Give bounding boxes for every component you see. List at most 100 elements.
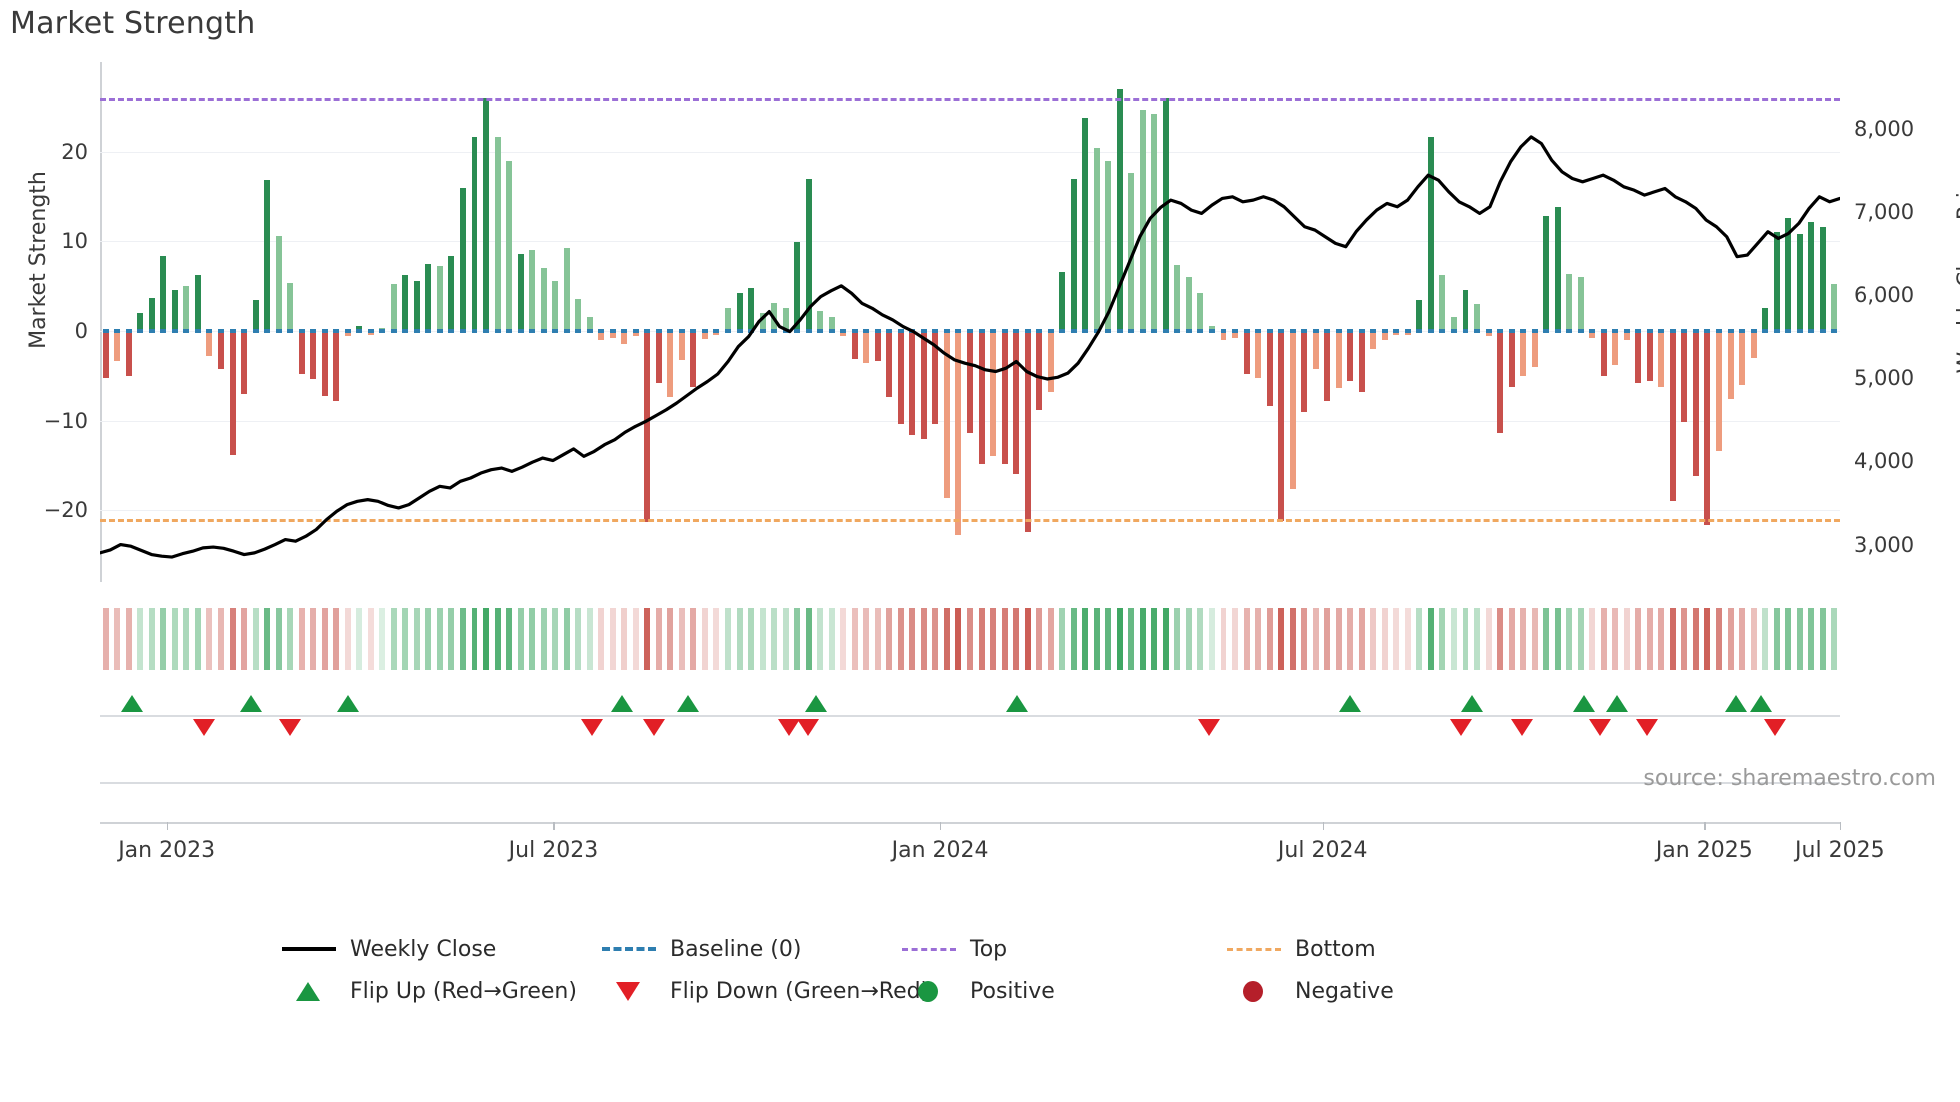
heatmap-cell bbox=[1681, 608, 1688, 670]
strength-bar bbox=[321, 330, 328, 396]
heatmap-cell bbox=[1162, 608, 1169, 670]
strength-bar bbox=[1197, 293, 1204, 331]
legend-item[interactable]: Positive bbox=[900, 970, 1055, 1012]
strength-bar bbox=[967, 330, 973, 434]
heatmap-cell bbox=[736, 608, 743, 670]
strength-bar bbox=[690, 330, 697, 387]
strength-bar bbox=[748, 287, 755, 331]
legend-item[interactable]: Flip Down (Green→Red) bbox=[600, 970, 929, 1012]
baseline-segment bbox=[367, 328, 374, 333]
baseline-segment bbox=[1497, 328, 1504, 333]
heatmap-cell bbox=[1301, 608, 1308, 670]
baseline-segment bbox=[1716, 328, 1722, 333]
heatmap-cell bbox=[1785, 608, 1792, 670]
heatmap-cell bbox=[932, 608, 939, 670]
right-axis-tick-label: 7,000 bbox=[1854, 199, 1915, 224]
baseline-segment bbox=[586, 328, 593, 333]
right-axis-tick-label: 3,000 bbox=[1854, 532, 1915, 557]
baseline-segment bbox=[1197, 328, 1204, 333]
baseline-segment bbox=[1036, 328, 1043, 333]
legend-item[interactable]: Flip Up (Red→Green) bbox=[280, 970, 577, 1012]
strength-bar bbox=[932, 330, 939, 425]
strength-bar bbox=[701, 330, 708, 340]
legend-item[interactable]: Bottom bbox=[1225, 928, 1376, 970]
baseline-segment bbox=[1162, 328, 1169, 333]
heatmap-cell bbox=[1669, 608, 1676, 670]
gridline bbox=[100, 241, 1840, 243]
heatmap-cell bbox=[667, 608, 674, 670]
reference-line-top bbox=[100, 97, 1840, 101]
baseline-segment bbox=[897, 328, 904, 333]
heatmap-cell bbox=[598, 608, 605, 670]
baseline-segment bbox=[1105, 328, 1112, 333]
baseline-segment bbox=[874, 328, 881, 333]
heatmap-cell bbox=[506, 608, 513, 670]
gridline bbox=[100, 510, 1840, 512]
heatmap-cell bbox=[125, 608, 132, 670]
heatmap-cell bbox=[1047, 608, 1054, 670]
heatmap-cell bbox=[771, 608, 778, 670]
x-axis-tick-label: Jul 2025 bbox=[1795, 838, 1885, 863]
baseline-segment bbox=[1450, 328, 1457, 333]
heatmap-cell bbox=[817, 608, 824, 670]
flip-down-marker-icon bbox=[1763, 719, 1786, 736]
heatmap-cell bbox=[1485, 608, 1492, 670]
legend-item[interactable]: Negative bbox=[1225, 970, 1394, 1012]
baseline-segment bbox=[1082, 328, 1089, 333]
heatmap-cell bbox=[1381, 608, 1388, 670]
flip-up-marker-icon bbox=[1573, 695, 1596, 712]
baseline-segment bbox=[771, 328, 778, 333]
baseline-segment bbox=[1704, 328, 1711, 333]
heatmap-cell bbox=[1577, 608, 1584, 670]
heatmap-cell bbox=[1208, 608, 1215, 670]
heatmap-cell bbox=[1427, 608, 1434, 670]
baseline-segment bbox=[943, 328, 950, 333]
page-title: Market Strength bbox=[10, 6, 256, 41]
right-axis-tick-label: 8,000 bbox=[1854, 116, 1915, 141]
main-plot-area: 20 10 0 −10 −20 8,000 7,000 6,000 5,000 4,000 3,0… bbox=[44, 62, 1914, 582]
dotted-line-key-glyph bbox=[1227, 948, 1281, 951]
baseline-segment bbox=[1266, 328, 1273, 333]
x-axis-tick-label: Jan 2024 bbox=[891, 838, 989, 863]
strength-bar bbox=[609, 330, 616, 339]
strength-bar bbox=[1266, 330, 1273, 407]
baseline-segment bbox=[1589, 328, 1596, 333]
baseline-segment bbox=[678, 328, 685, 333]
strength-bar bbox=[448, 255, 455, 331]
heatmap-cell bbox=[448, 608, 455, 670]
baseline-segment bbox=[1278, 328, 1285, 333]
strength-bar bbox=[1185, 277, 1192, 331]
baseline-segment bbox=[1669, 328, 1676, 333]
strength-bar bbox=[1220, 330, 1227, 340]
legend-item-label: Positive bbox=[970, 978, 1055, 1004]
baseline-segment bbox=[241, 328, 248, 333]
strength-bar bbox=[310, 330, 317, 380]
strength-bar bbox=[1105, 160, 1112, 331]
heatmap-cell bbox=[1370, 608, 1377, 670]
baseline-segment bbox=[1692, 328, 1699, 333]
strength-bar bbox=[1358, 330, 1365, 392]
strength-bar bbox=[1301, 330, 1308, 412]
heatmap-cell bbox=[1070, 608, 1077, 670]
legend-item[interactable]: Top bbox=[900, 928, 1007, 970]
legend-item[interactable]: Weekly Close bbox=[280, 928, 496, 970]
strength-bar bbox=[1600, 330, 1607, 376]
strength-bar bbox=[1139, 110, 1146, 331]
left-axis-tick-label: 0 bbox=[74, 318, 88, 343]
flip-up-marker-icon bbox=[1005, 695, 1028, 712]
strength-bar bbox=[1485, 330, 1492, 337]
strength-bar bbox=[725, 307, 731, 331]
left-axis-title: Market Strength bbox=[26, 171, 51, 349]
dotted-line-key-glyph bbox=[902, 948, 956, 951]
strength-bar bbox=[217, 330, 224, 369]
heatmap-cell bbox=[171, 608, 178, 670]
flip-up-marker-icon bbox=[240, 695, 263, 712]
baseline-segment bbox=[390, 328, 397, 333]
baseline-segment bbox=[459, 328, 466, 333]
heatmap-cell bbox=[978, 608, 985, 670]
strength-bar bbox=[1450, 316, 1457, 331]
strength-bar bbox=[563, 248, 570, 331]
legend-item[interactable]: Baseline (0) bbox=[600, 928, 801, 970]
baseline-segment bbox=[1646, 328, 1653, 333]
baseline-segment bbox=[725, 328, 731, 333]
